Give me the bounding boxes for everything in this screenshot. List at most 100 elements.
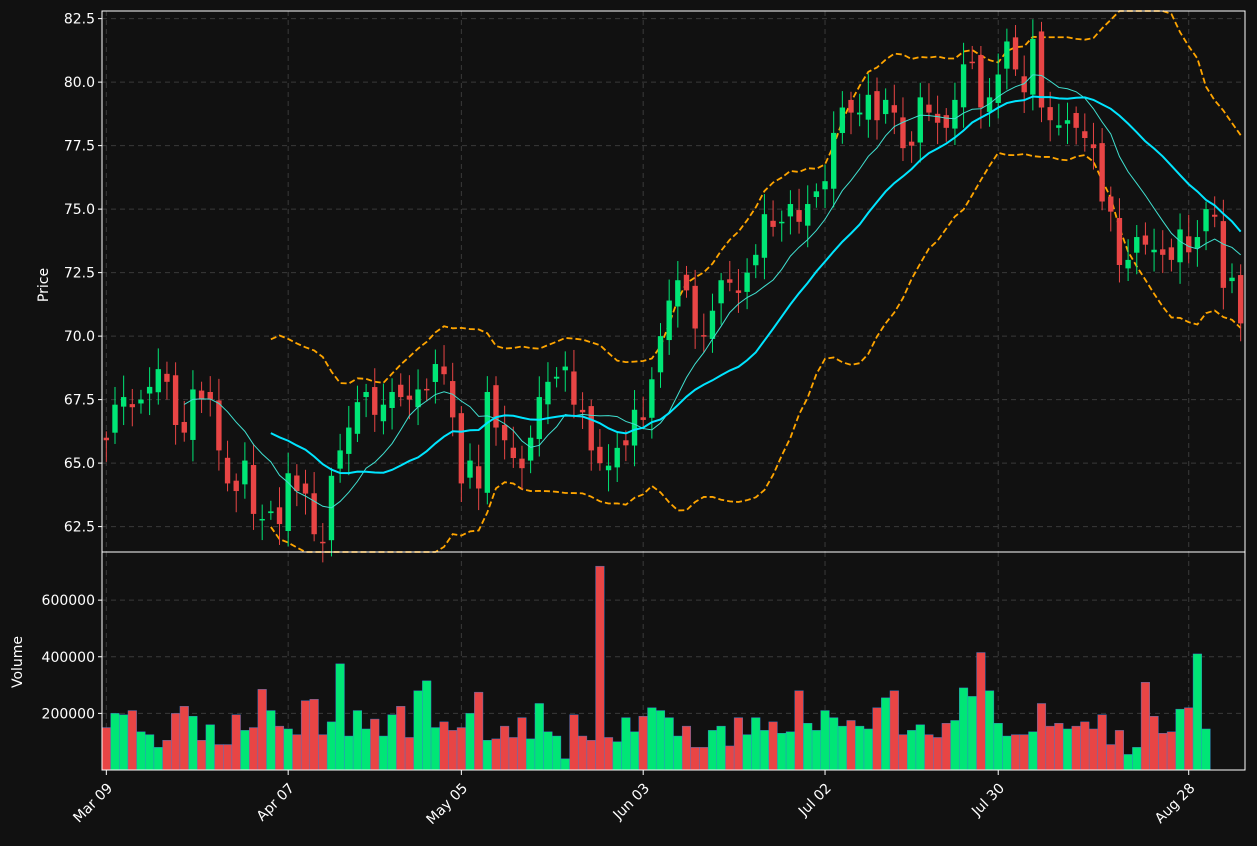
- candle-body: [1073, 113, 1079, 128]
- candle-body: [1047, 107, 1053, 121]
- candle-body: [926, 104, 932, 113]
- volume-bar: [1184, 707, 1194, 771]
- volume-bar: [361, 728, 371, 771]
- volume-bar: [898, 734, 908, 771]
- volume-bar: [1028, 731, 1038, 771]
- volume-bar: [448, 730, 458, 771]
- candle-body: [553, 376, 560, 379]
- candle-body: [753, 254, 759, 266]
- price-tick-label: 80.0: [64, 75, 95, 91]
- volume-bar: [612, 741, 622, 771]
- candle-body: [701, 335, 707, 337]
- candle-body: [190, 389, 196, 440]
- volume-bar: [604, 737, 614, 771]
- candle-body: [138, 399, 144, 404]
- volume-bar: [1088, 728, 1098, 771]
- candle-body: [1116, 217, 1123, 265]
- volume-bar: [846, 720, 856, 771]
- candle-body: [692, 285, 698, 329]
- volume-bar: [586, 740, 596, 771]
- volume-panel-frame: [101, 551, 1246, 771]
- candle-body: [224, 457, 231, 484]
- candle-body: [415, 389, 421, 408]
- volume-bar: [110, 713, 120, 771]
- candle-body: [1203, 209, 1209, 232]
- candle-body: [822, 181, 828, 190]
- volume-bar: [959, 687, 969, 771]
- candle-body: [779, 221, 785, 224]
- volume-bar: [482, 740, 492, 771]
- volume-bar: [638, 716, 648, 771]
- volume-bar: [742, 734, 752, 771]
- volume-bar: [647, 707, 657, 771]
- candle-body: [761, 214, 768, 258]
- volume-bar: [430, 727, 440, 771]
- volume-bar: [526, 738, 536, 771]
- volume-bar: [179, 706, 189, 771]
- volume-bar: [941, 723, 951, 771]
- candle-body: [164, 373, 170, 382]
- volume-bar: [664, 717, 674, 771]
- candle-body: [787, 204, 794, 217]
- volume-bar: [889, 690, 899, 771]
- volume-bar: [344, 735, 354, 771]
- price-grid: [102, 11, 1245, 552]
- volume-bar: [274, 725, 285, 771]
- volume-bar: [578, 735, 588, 771]
- candle-body: [1212, 214, 1218, 217]
- volume-bar: [1192, 653, 1202, 771]
- candle-body: [120, 397, 127, 407]
- volume-bar: [249, 727, 259, 771]
- price-tick-label: 82.5: [64, 12, 95, 28]
- candle-body: [1194, 237, 1201, 249]
- candle-body: [943, 115, 949, 128]
- volume-bar: [1201, 728, 1211, 771]
- candle-body: [1090, 144, 1097, 149]
- volume-bar: [534, 703, 544, 771]
- candle-body: [675, 280, 681, 307]
- candle-body: [856, 112, 863, 115]
- candle-body: [103, 437, 110, 441]
- candle-body: [934, 113, 941, 123]
- candle-body: [1064, 120, 1071, 124]
- candle-body: [545, 381, 551, 405]
- candle-body: [172, 375, 179, 426]
- candle-body: [1108, 196, 1114, 212]
- candle-body: [1125, 259, 1131, 269]
- volume-bar: [976, 652, 986, 771]
- volume-bar: [197, 740, 207, 771]
- candle-body: [406, 395, 413, 400]
- volume-bar: [292, 734, 302, 771]
- candle-body: [571, 371, 577, 405]
- candle-body: [484, 391, 491, 493]
- candle-body: [1134, 237, 1140, 253]
- volume-bar: [716, 725, 726, 771]
- volume-bar: [855, 725, 865, 771]
- candle-body: [1038, 31, 1045, 108]
- candle-body: [285, 473, 291, 531]
- candle-body: [848, 99, 854, 113]
- candle-body: [1186, 236, 1192, 253]
- volume-bar: [318, 734, 328, 771]
- candle-body: [900, 117, 906, 149]
- volume-bar: [214, 744, 224, 771]
- volume-bar: [1158, 732, 1168, 771]
- candle-body: [562, 366, 568, 371]
- volume-bar: [266, 710, 276, 771]
- candle-body: [588, 406, 594, 451]
- candle-body: [276, 507, 283, 525]
- candle-body: [831, 132, 837, 189]
- price-tick-label: 72.5: [64, 266, 95, 282]
- price-tick-label: 62.5: [64, 520, 95, 536]
- volume-bar: [751, 717, 761, 771]
- volume-bar: [725, 745, 735, 771]
- candle-body: [683, 274, 690, 291]
- volume-bar: [127, 710, 137, 771]
- candle-body: [908, 141, 915, 146]
- volume-tick-label: 400000: [42, 650, 95, 666]
- candle-body: [441, 366, 447, 375]
- candle-body: [372, 387, 378, 415]
- candle-body: [519, 458, 525, 469]
- candle-body: [181, 421, 187, 433]
- candle-body: [233, 480, 239, 492]
